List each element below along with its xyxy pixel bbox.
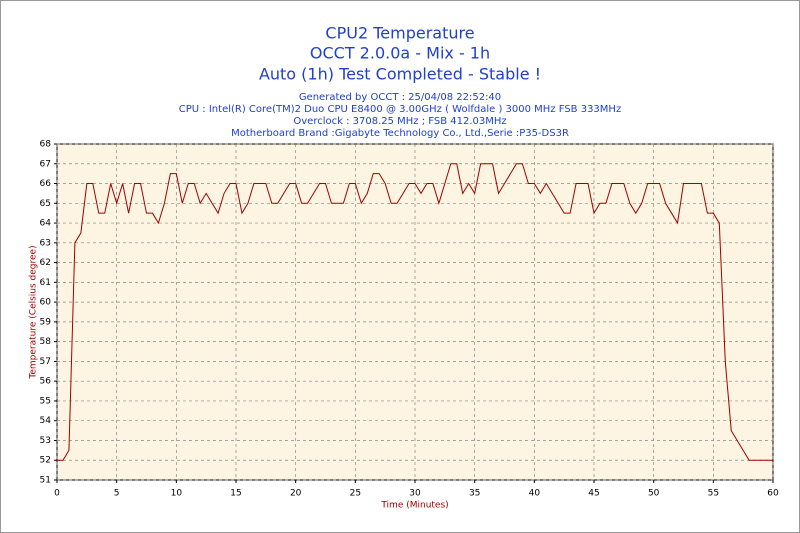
y-tick-label: 58 <box>40 337 52 347</box>
x-tick-label: 30 <box>409 489 421 499</box>
x-tick-label: 10 <box>171 489 183 499</box>
x-axis-label: Time (Minutes) <box>380 501 448 511</box>
x-tick-label: 45 <box>588 489 599 499</box>
x-tick-label: 50 <box>648 489 660 499</box>
chart-title: CPU2 Temperature <box>325 24 474 43</box>
subtitle: Overclock : 3708.25 MHz ; FSB 412.03MHz <box>293 116 506 127</box>
x-tick-label: 35 <box>469 489 480 499</box>
y-tick-label: 63 <box>40 238 51 248</box>
temperature-line <box>57 163 773 461</box>
y-tick-label: 62 <box>40 258 51 268</box>
y-tick-label: 52 <box>40 456 51 466</box>
y-tick-label: 60 <box>40 298 52 308</box>
x-tick-label: 15 <box>230 489 241 499</box>
x-tick-label: 40 <box>529 489 541 499</box>
y-tick-label: 51 <box>40 476 51 486</box>
y-tick-label: 67 <box>40 159 51 169</box>
y-tick-label: 59 <box>40 317 52 327</box>
y-tick-label: 61 <box>40 278 51 288</box>
x-tick-label: 5 <box>114 489 120 499</box>
y-tick-label: 55 <box>40 396 51 406</box>
subtitle: Generated by OCCT : 25/04/08 22:52:40 <box>299 92 501 103</box>
y-tick-label: 57 <box>40 357 51 367</box>
y-tick-label: 54 <box>40 416 52 426</box>
x-tick-label: 20 <box>290 489 302 499</box>
y-tick-label: 56 <box>40 377 52 387</box>
y-tick-label: 65 <box>40 199 51 209</box>
x-tick-label: 60 <box>767 489 779 499</box>
chart-title: Auto (1h) Test Completed - Stable ! <box>259 65 541 84</box>
x-tick-label: 0 <box>54 489 60 499</box>
y-tick-label: 53 <box>40 436 51 446</box>
y-tick-label: 64 <box>40 219 52 229</box>
subtitle: Motherboard Brand :Gigabyte Technology C… <box>231 128 569 139</box>
y-tick-label: 68 <box>40 140 52 150</box>
x-tick-label: 55 <box>708 489 719 499</box>
x-tick-label: 25 <box>350 489 361 499</box>
subtitle: CPU : Intel(R) Core(TM)2 Duo CPU E8400 @… <box>179 104 621 115</box>
chart-title: OCCT 2.0.0a - Mix - 1h <box>310 44 490 63</box>
y-axis-label: Temperature (Celsius degree) <box>29 245 39 379</box>
y-tick-label: 66 <box>40 179 52 189</box>
